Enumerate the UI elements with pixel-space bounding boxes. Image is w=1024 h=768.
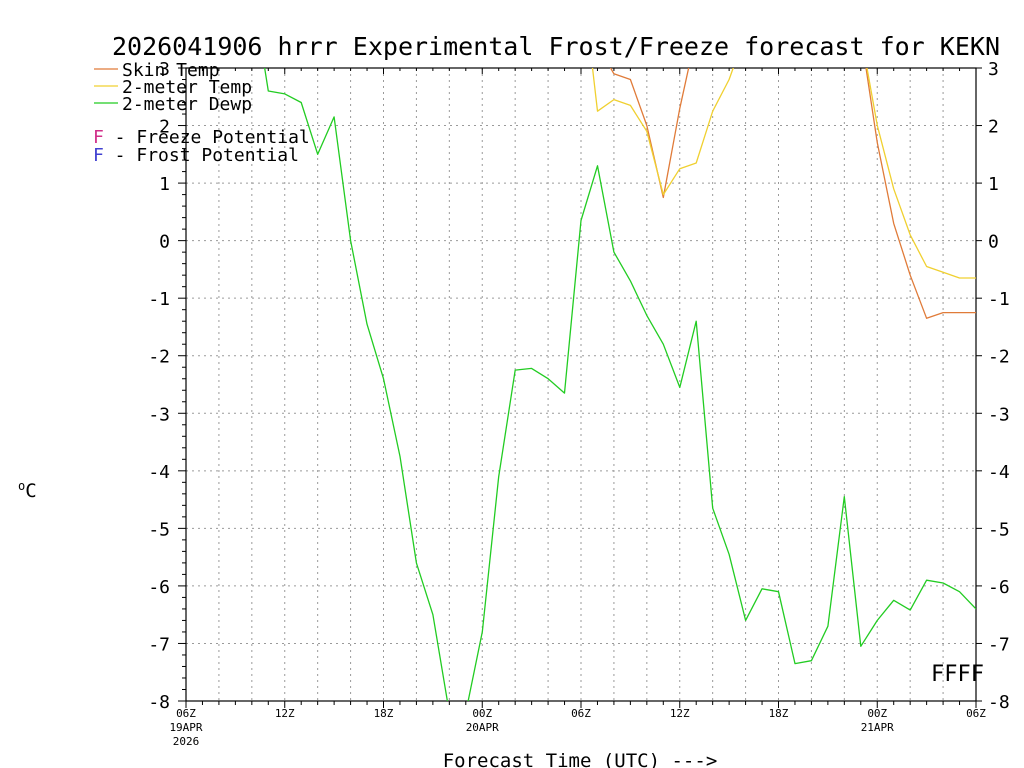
plot-frame [185,67,977,702]
y-tick-label-right: 3 [988,59,999,80]
x-tick-label: 00Z [867,707,887,720]
freeze-potential-annotation: FFFF [931,662,984,687]
x-tick-label: 06Z [966,707,986,720]
potential-legend-item: F - Freeze Potential [93,127,310,148]
y-tick-label-left: -5 [148,519,170,540]
y-tick-label-left: 1 [159,174,170,195]
series-layer [264,68,976,701]
y-tick-label-left: -4 [148,462,170,483]
x-tick-label: 06Z [571,707,591,720]
y-tick-label-right: -4 [988,462,1010,483]
x-tick-label: 18Z [769,707,789,720]
y-tick-label-left: 0 [159,232,170,253]
y-tick-label-right: -7 [988,634,1010,655]
y-tick-label-left: -8 [148,692,170,713]
y-tick-label-right: 1 [988,174,999,195]
y-tick-label-left: -7 [148,634,170,655]
y-axis-right: -8 -7 -6 -5 -4 -3 -2 -1 0 1 2 3 [976,59,1010,713]
grid-lines [186,68,976,701]
x-tick-label: 12Z [275,707,295,720]
legend-label: 2-meter Temp [122,77,252,98]
series-line-2-meter-dewp [264,68,976,701]
y-tick-label-right: -8 [988,692,1010,713]
y-tick-label-right: 0 [988,232,999,253]
x-tick-label: 12Z [670,707,690,720]
chart-title: 2026041906 hrrr Experimental Frost/Freez… [112,32,1000,61]
y-tick-label-right: 2 [988,117,999,138]
x-axis-label: Forecast Time (UTC) ---> [443,750,718,768]
x-tick-date: 20APR [466,721,499,734]
y-tick-label-right: -2 [988,347,1010,368]
y-tick-label-right: -1 [988,289,1010,310]
x-tick-date: 19APR [169,721,202,734]
x-tick-label: 18Z [374,707,394,720]
x-tick-year: 2026 [173,735,200,748]
y-axis-left: -8 -7 -6 -5 -4 -3 -2 -1 0 1 2 3 [148,59,186,713]
y-tick-label-left: -2 [148,347,170,368]
y-tick-label-left: -1 [148,289,170,310]
y-tick-label-left: 3 [159,59,170,80]
legend-label: 2-meter Dewp [122,94,252,115]
y-tick-label-right: -3 [988,404,1010,425]
y-axis-label: oC [18,479,37,502]
series-line-skin-temp [609,68,976,319]
potential-legend-item: F - Frost Potential [93,145,299,166]
x-tick-date: 21APR [861,721,894,734]
y-tick-label-left: -6 [148,577,170,598]
legend-label: Skin Temp [122,60,220,81]
y-tick-label-left: 2 [159,117,170,138]
x-tick-label: 06Z [176,707,196,720]
y-tick-label-left: -3 [148,404,170,425]
y-tick-label-right: -6 [988,577,1010,598]
y-tick-label-right: -5 [988,519,1010,540]
x-tick-label: 00Z [472,707,492,720]
series-line-2-meter-temp [591,68,976,279]
